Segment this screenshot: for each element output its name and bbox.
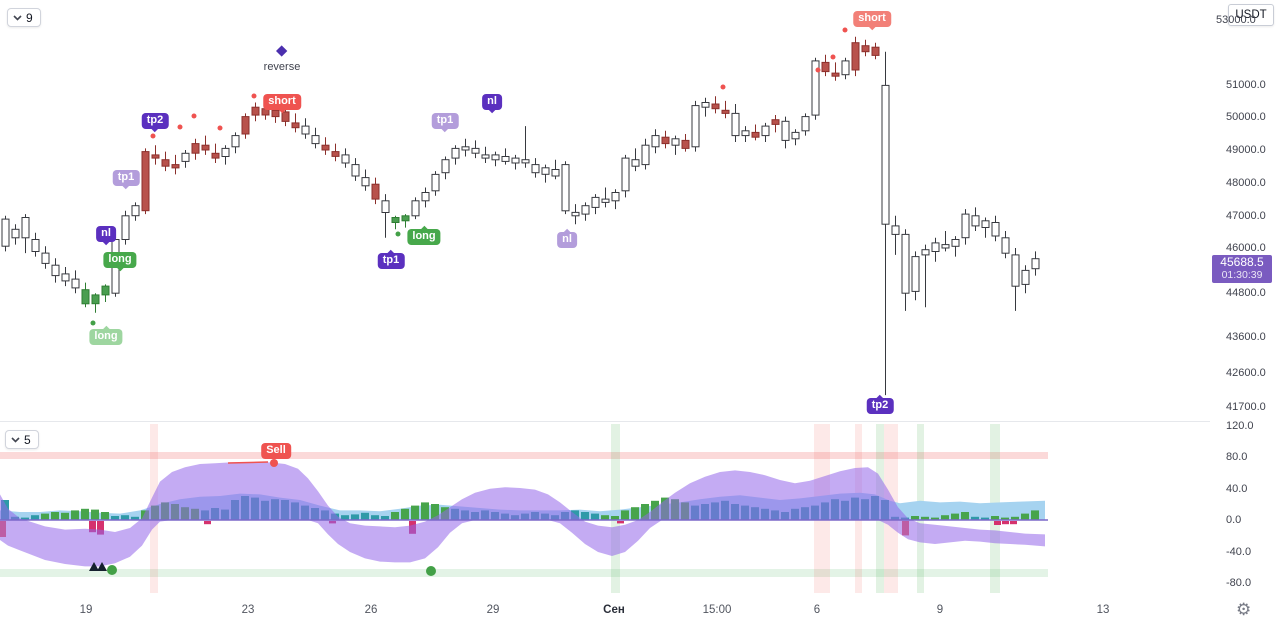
sell-dot-icon <box>150 133 156 139</box>
time-axis-label: Сен <box>603 604 625 616</box>
bar-countdown: 01:30:39 <box>1221 269 1263 281</box>
main-pane-collapse-button[interactable]: 9 <box>7 8 41 27</box>
sell-dot-icon <box>842 27 848 33</box>
buy-signal-dot <box>426 566 436 576</box>
tp1-signal-badge: tp1 <box>431 113 459 133</box>
reverse-signal-marker: reverse <box>263 45 301 73</box>
price-axis-label: 42600.0 <box>1226 367 1266 379</box>
price-axis-label: 41700.0 <box>1226 401 1266 413</box>
time-axis[interactable] <box>0 595 1280 621</box>
indicator-axis-label: 120.0 <box>1226 420 1254 432</box>
price-axis-label: 48000.0 <box>1226 177 1266 189</box>
triangle-up-icon <box>89 562 99 571</box>
sell-dot-icon <box>830 54 836 60</box>
time-axis-label: 29 <box>486 604 500 616</box>
indicator-axis-label: -80.0 <box>1226 577 1252 589</box>
indicator-axis-label: -40.0 <box>1226 546 1252 558</box>
sell-dot-icon <box>177 124 183 130</box>
sell-signal-dot <box>270 459 278 467</box>
indicator-axis-label: 40.0 <box>1226 483 1248 495</box>
buy-dot-icon <box>395 231 401 237</box>
nl-signal-badge: nl <box>96 226 116 246</box>
long-signal-badge: long <box>407 225 441 245</box>
main-pane-count: 9 <box>26 10 33 25</box>
gear-icon[interactable]: ⚙ <box>1236 600 1252 620</box>
price-axis-label: 49000.0 <box>1226 144 1266 156</box>
pane-separator[interactable] <box>0 421 1210 422</box>
chevron-down-icon <box>13 14 22 21</box>
indicator-axis-label: 0.0 <box>1226 514 1242 526</box>
buy-dot-icon <box>90 320 96 326</box>
time-axis-label: 6 <box>813 604 821 616</box>
short-signal-badge: short <box>263 94 301 114</box>
oscillator-purple-band <box>0 462 1045 567</box>
price-axis-label: 50000.0 <box>1226 111 1266 123</box>
price-axis-label: 47000.0 <box>1226 210 1266 222</box>
time-axis-label: 15:00 <box>702 604 732 616</box>
chevron-down-icon <box>11 436 20 443</box>
price-axis-label: 43600.0 <box>1226 331 1266 343</box>
price-axis-label: 44800.0 <box>1226 287 1266 299</box>
sell-dot-icon <box>815 67 821 73</box>
price-axis-label: 53000.0 <box>1216 14 1256 26</box>
reverse-label: reverse <box>263 61 301 73</box>
tp1-signal-badge: tp1 <box>112 170 140 190</box>
long-signal-badge: long <box>89 325 123 345</box>
time-axis-label: 26 <box>364 604 378 616</box>
last-price-value: 45688.5 <box>1220 255 1264 269</box>
sell-signal-line <box>227 461 269 464</box>
last-price-badge: 45688.5 01:30:39 <box>1212 255 1272 283</box>
nl-signal-badge: nl <box>482 94 502 114</box>
price-axis-label: 46000.0 <box>1226 242 1266 254</box>
sell-signal-badge: Sell <box>261 443 291 459</box>
diamond-icon <box>276 45 288 57</box>
indicator-pane-count: 5 <box>24 432 31 447</box>
time-axis-label: 9 <box>936 604 944 616</box>
time-axis-label: 13 <box>1096 604 1110 616</box>
tp1-signal-badge: tp1 <box>377 249 405 269</box>
time-axis-label: 23 <box>241 604 255 616</box>
buy-signal-dot <box>107 565 117 575</box>
long-signal-badge: long <box>103 252 137 272</box>
indicator-axis-label: 80.0 <box>1226 451 1248 463</box>
tp2-signal-badge: tp2 <box>141 113 169 133</box>
candlestick-series <box>1 36 1040 396</box>
time-axis-label: 19 <box>79 604 93 616</box>
price-axis-label: 51000.0 <box>1226 79 1266 91</box>
triangle-up-icon <box>97 562 107 571</box>
sell-dot-icon <box>217 125 223 131</box>
nl-signal-badge: nl <box>557 228 577 248</box>
tp2-signal-badge: tp2 <box>866 394 894 414</box>
indicator-pane-collapse-button[interactable]: 5 <box>5 430 39 449</box>
short-signal-badge: short <box>853 11 891 31</box>
currency-toggle-button[interactable]: USDT <box>1228 4 1274 26</box>
sell-dot-icon <box>251 93 257 99</box>
sell-dot-icon <box>191 113 197 119</box>
sell-dot-icon <box>720 84 726 90</box>
